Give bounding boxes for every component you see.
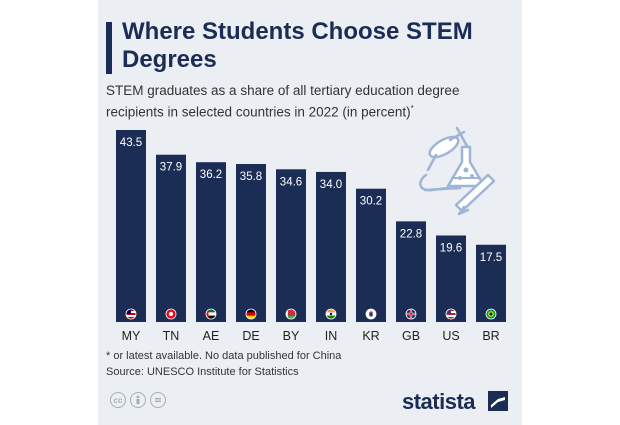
bars-group: 43.5 MY 37.9 TN 36.2 AE 35.8 DE 34.6 BY 34.0 IN 30.2… (116, 130, 506, 343)
bar-kr (356, 188, 386, 322)
value-label-my: 43.5 (120, 137, 142, 149)
tn-flag-icon (165, 308, 177, 320)
bar-in (316, 171, 346, 322)
my-flag-icon (125, 308, 137, 320)
value-label-gb: 22.8 (400, 228, 422, 240)
value-label-de: 35.8 (240, 171, 262, 183)
bar-ae (196, 162, 226, 322)
bar-us (436, 235, 466, 322)
x-tick-br: BR (482, 329, 499, 343)
gb-flag-icon (405, 308, 417, 320)
bar-de (236, 163, 266, 322)
x-tick-us: US (442, 329, 459, 343)
chart-title: Where Students Choose STEM Degrees (122, 18, 473, 73)
footnote: * or latest available. No data published… (106, 350, 342, 362)
in-flag-icon (325, 308, 337, 320)
de-flag-icon (245, 308, 257, 320)
chart-subtitle: STEM graduates as a share of all tertiar… (106, 82, 516, 122)
cc-icon[interactable]: cc (110, 392, 126, 408)
subtitle-text: STEM graduates as a share of all tertiar… (106, 83, 460, 120)
x-tick-in: IN (325, 329, 338, 343)
ae-flag-icon (205, 308, 217, 320)
bar-gb (396, 221, 426, 322)
value-label-tn: 37.9 (160, 162, 182, 174)
bar-tn (156, 154, 186, 322)
value-label-ae: 36.2 (200, 169, 222, 181)
title-accent-bar (106, 22, 112, 74)
x-tick-de: DE (242, 329, 259, 343)
value-label-kr: 30.2 (360, 196, 382, 208)
bar-my (116, 130, 146, 322)
value-label-br: 17.5 (480, 252, 502, 264)
x-tick-kr: KR (362, 329, 379, 343)
statista-logo[interactable]: statista (402, 389, 476, 414)
license-icons: cc (110, 392, 166, 408)
bar-by (276, 169, 306, 322)
br-flag-icon (485, 308, 497, 320)
no-derivatives-icon[interactable] (150, 392, 166, 408)
x-tick-tn: TN (163, 329, 180, 343)
us-flag-icon (445, 308, 457, 320)
attribution-icon[interactable] (130, 392, 146, 408)
x-tick-gb: GB (402, 329, 420, 343)
source-note: Source: UNESCO Institute for Statistics (106, 366, 299, 378)
by-flag-icon (285, 308, 297, 320)
kr-flag-icon (365, 308, 377, 320)
value-label-us: 19.6 (440, 242, 462, 254)
value-label-in: 34.0 (320, 179, 342, 191)
x-tick-my: MY (122, 329, 141, 343)
statista-logo-icon (488, 391, 508, 411)
subtitle-footnote-mark: * (410, 104, 414, 113)
x-tick-by: BY (283, 329, 300, 343)
value-label-by: 34.6 (280, 176, 302, 188)
microscope-flask-icon (419, 126, 496, 216)
x-tick-ae: AE (203, 329, 220, 343)
